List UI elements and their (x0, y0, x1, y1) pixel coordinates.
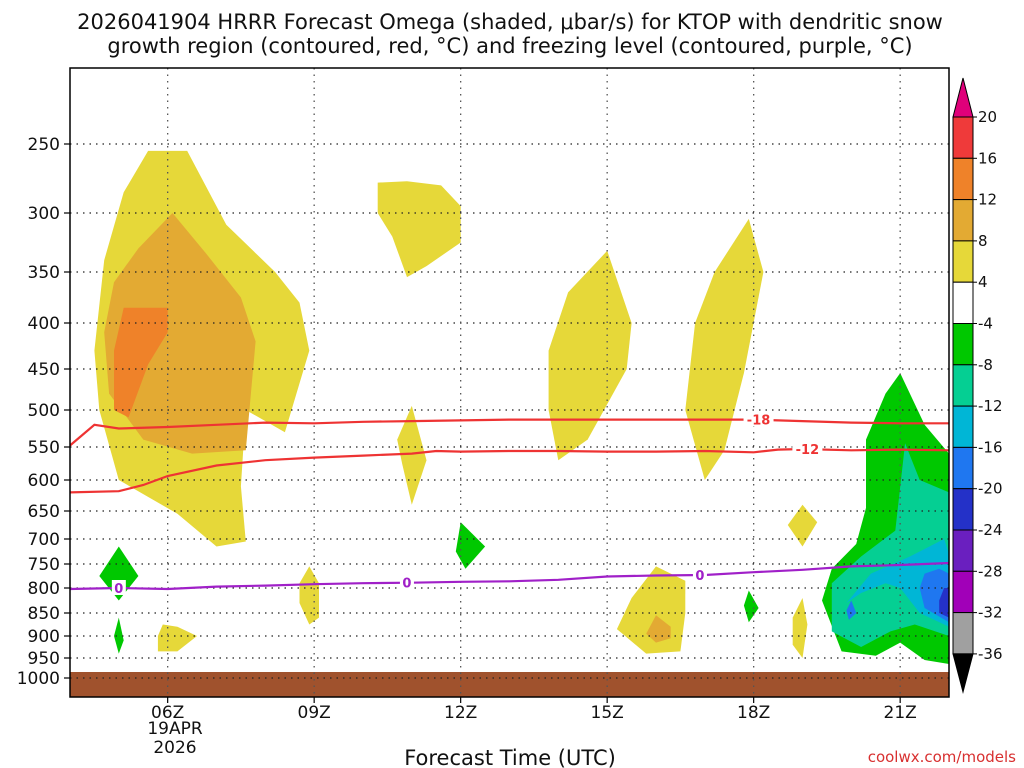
contour-label-bg-0-0 (743, 411, 774, 427)
colorbar-label-1: 16 (978, 149, 997, 167)
chart-title-line-1: 2026041904 HRRR Forecast Omega (shaded, … (77, 10, 943, 34)
colorbar-label-13: -36 (978, 645, 1003, 663)
y-tick-label-5: 500 (28, 401, 60, 421)
colorbar-bin-12 (952, 612, 974, 655)
colorbar-label-12: -32 (978, 604, 1003, 622)
contour-label-2-0: 0 (114, 582, 123, 597)
ground-layer (70, 672, 949, 697)
colorbar-label-5: -4 (978, 315, 993, 333)
y-tick-label-3: 400 (28, 314, 60, 334)
x-tick-label-5: 21Z (884, 703, 917, 723)
colorbar-bottom-arrow (952, 653, 974, 694)
contour-label-1-0: -12 (796, 443, 820, 458)
omega-region-4 (397, 405, 427, 505)
omega-region-6 (685, 218, 764, 480)
contour-line-1 (70, 447, 949, 494)
colorbar-bin-6 (952, 364, 974, 407)
colorbar-bin-10 (952, 529, 974, 572)
omega-region-15 (455, 522, 486, 569)
y-tick-label-9: 700 (28, 530, 60, 550)
y-tick-label-4: 450 (28, 360, 60, 380)
contour-label-2-1: 0 (402, 577, 411, 592)
colorbar-bin-2 (952, 199, 974, 242)
omega-region-14 (114, 617, 124, 654)
x-tick-label-4: 18Z (737, 703, 770, 723)
colorbar-bin-5 (952, 323, 974, 366)
plot-frame (69, 67, 950, 698)
colorbar-bin-4 (952, 281, 974, 325)
colorbar-label-4: 4 (978, 273, 988, 291)
y-tick-label-12: 850 (28, 604, 60, 624)
colorbar-label-6: -8 (978, 356, 993, 374)
y-tick-label-10: 750 (28, 555, 60, 575)
x-axis: 06Z 09Z 12Z 15Z 18Z 21Z (151, 697, 917, 723)
colorbar-bin-8 (952, 446, 974, 490)
colorbar-label-7: -12 (978, 397, 1003, 415)
y-tick-label-14: 950 (28, 649, 60, 669)
colorbar-label-9: -20 (978, 480, 1003, 498)
colorbar-bin-7 (952, 405, 974, 448)
omega-region-9 (157, 624, 197, 652)
y-tick-label-6: 550 (28, 438, 60, 458)
contour-label-0-0: -18 (747, 414, 771, 429)
grid-lines (70, 68, 949, 697)
colorbar-label-11: -28 (978, 562, 1003, 580)
omega-region-11 (646, 615, 671, 643)
colorbar-label-10: -24 (978, 521, 1003, 539)
y-tick-label-1: 300 (28, 204, 60, 224)
credit-text: coolwx.com/models (868, 748, 1016, 766)
colorbar-bin-3 (952, 240, 974, 283)
date-label-year: 2026 (153, 738, 196, 758)
contour-layer (70, 418, 949, 591)
x-tick-label-1: 09Z (298, 703, 331, 723)
colorbar-bin-0 (952, 116, 974, 159)
omega-region-16 (743, 590, 759, 623)
colorbar-top-arrow (952, 77, 974, 118)
contour-line-0 (70, 418, 949, 447)
omega-region-19 (846, 539, 949, 627)
y-tick-label-2: 350 (28, 263, 60, 283)
contour-line-2 (70, 561, 949, 591)
y-tick-label-7: 600 (28, 471, 60, 491)
colorbar-label-8: -16 (978, 438, 1003, 456)
colorbar-label-2: 12 (978, 191, 997, 209)
y-tick-label-11: 800 (28, 579, 60, 599)
omega-region-3 (377, 181, 461, 278)
y-tick-label-8: 650 (28, 502, 60, 522)
contour-label-bg-2-1 (399, 574, 414, 590)
contour-label-bg-2-0 (111, 580, 126, 595)
x-tick-label-0: 06Z (151, 703, 184, 723)
x-tick-label-3: 15Z (591, 703, 624, 723)
omega-region-13 (99, 546, 139, 601)
omega-region-21 (846, 600, 857, 620)
y-tick-label-13: 900 (28, 627, 60, 647)
x-axis-title: Forecast Time (UTC) (404, 746, 616, 768)
date-label-day: 19APR (147, 719, 203, 739)
colorbar-label-3: 8 (978, 232, 988, 250)
y-tick-label-15: 1000 (17, 669, 60, 689)
colorbar-bin-9 (952, 488, 974, 531)
chart-title-line-2: growth region (contoured, red, °C) and f… (107, 34, 912, 58)
omega-region-2 (114, 307, 168, 418)
colorbar-label-0: 20 (978, 108, 997, 126)
omega-shading-layer (94, 150, 949, 664)
omega-region-5 (548, 250, 632, 461)
colorbar: 20 16 12 8 4 -4 -8 -12 -16 -20 -24 -28 -32 -36 (952, 77, 1003, 694)
y-tick-label-0: 250 (28, 135, 60, 155)
omega-region-10 (616, 566, 686, 654)
contour-label-2-2: 0 (695, 569, 704, 584)
omega-region-1 (104, 213, 256, 454)
contour-labels: -18 -12 0 0 0 (111, 411, 823, 597)
contour-label-bg-2-2 (692, 567, 707, 583)
omega-region-7 (787, 504, 818, 547)
colorbar-bin-11 (952, 570, 974, 614)
omega-region-22 (939, 588, 949, 618)
omega-region-8 (299, 566, 319, 625)
y-axis: 250 300 350 400 450 500 550 600 650 700 750 800 850 9… (17, 135, 70, 689)
omega-region-12 (792, 598, 808, 658)
colorbar-bin-1 (952, 157, 974, 201)
contour-label-bg-1-0 (792, 440, 823, 456)
x-tick-label-2: 12Z (444, 703, 477, 723)
